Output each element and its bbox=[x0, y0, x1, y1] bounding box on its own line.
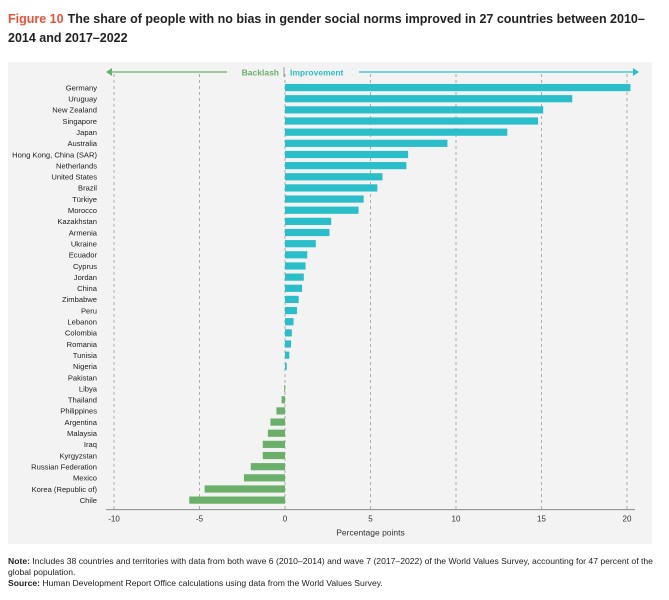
category-label: Singapore bbox=[62, 117, 97, 126]
bar bbox=[285, 184, 378, 192]
category-label: Germany bbox=[66, 83, 97, 92]
bar bbox=[285, 295, 299, 304]
category-label: Brazil bbox=[78, 184, 97, 193]
category-label: Jordan bbox=[74, 273, 97, 282]
bar bbox=[285, 173, 383, 181]
x-tick-label: 10 bbox=[452, 515, 461, 524]
note-label: Note: bbox=[8, 556, 30, 566]
x-tick-label: -5 bbox=[196, 515, 204, 524]
figure-title-text: The share of people with no bias in gend… bbox=[8, 12, 645, 45]
category-label: Türkiye bbox=[72, 195, 97, 204]
x-axis-title: Percentage points bbox=[336, 528, 405, 538]
bar bbox=[285, 329, 292, 337]
category-label: Ecuador bbox=[69, 251, 98, 260]
category-label: Australia bbox=[67, 139, 97, 148]
category-label: Kyrgyzstan bbox=[59, 451, 97, 460]
bar bbox=[285, 351, 290, 359]
bar bbox=[270, 418, 285, 426]
category-label: Chile bbox=[80, 496, 97, 505]
bar bbox=[285, 318, 294, 326]
category-label: China bbox=[77, 284, 98, 293]
category-label: Armenia bbox=[69, 228, 98, 237]
bar bbox=[285, 162, 407, 170]
bar bbox=[189, 496, 285, 504]
bar bbox=[284, 385, 286, 393]
category-label: Hong Kong, China (SAR) bbox=[12, 150, 97, 159]
bar bbox=[267, 429, 285, 437]
bar bbox=[262, 440, 285, 448]
figure-label: Figure 10 bbox=[8, 12, 64, 26]
category-label: Korea (Republic of) bbox=[32, 485, 98, 494]
bar bbox=[285, 106, 544, 114]
bar bbox=[262, 451, 285, 460]
x-tick-label: 0 bbox=[283, 515, 288, 524]
category-label: United States bbox=[51, 173, 97, 182]
bar bbox=[285, 117, 539, 125]
category-label: Netherlands bbox=[56, 161, 97, 170]
x-tick-label: 15 bbox=[537, 515, 546, 524]
bar bbox=[285, 362, 287, 370]
category-label: Japan bbox=[76, 128, 97, 137]
bar bbox=[285, 206, 359, 214]
category-label: Russian Federation bbox=[31, 462, 97, 471]
source-label: Source: bbox=[8, 578, 40, 588]
source-text: Human Development Report Office calculat… bbox=[42, 578, 383, 588]
category-label: Colombia bbox=[65, 329, 98, 338]
category-label: Libya bbox=[79, 384, 98, 393]
category-label: Romania bbox=[67, 340, 98, 349]
category-label: Pakistan bbox=[68, 373, 97, 382]
bar bbox=[285, 150, 409, 159]
category-label: Philippines bbox=[60, 407, 97, 416]
backlash-label: Backlash bbox=[242, 68, 279, 78]
chart-notes: Note: Includes 38 countries and territor… bbox=[8, 556, 658, 589]
improvement-label: Improvement bbox=[290, 68, 344, 78]
category-label: Argentina bbox=[64, 418, 97, 427]
category-label: Malaysia bbox=[67, 429, 98, 438]
bar bbox=[276, 407, 285, 415]
category-label: Mexico bbox=[73, 474, 97, 483]
x-tick-label: -10 bbox=[108, 515, 120, 524]
category-label: Thailand bbox=[68, 396, 97, 405]
category-label: New Zealand bbox=[52, 106, 97, 115]
category-label: Cyprus bbox=[73, 262, 97, 271]
bar bbox=[285, 217, 332, 225]
chart-panel: Backlash Improvement Germany Uruguay New Zea… bbox=[8, 62, 652, 544]
bar-chart: Backlash Improvement Germany Uruguay New Zea… bbox=[12, 67, 639, 538]
x-tick-label: 5 bbox=[368, 515, 373, 524]
bar bbox=[250, 463, 285, 471]
bar bbox=[285, 83, 631, 92]
bar bbox=[285, 273, 304, 281]
note-text: Includes 38 countries and territories wi… bbox=[8, 556, 653, 577]
bar bbox=[285, 262, 306, 270]
category-label: Ukraine bbox=[71, 239, 97, 248]
improvement-arrow-head bbox=[633, 68, 639, 76]
bar bbox=[281, 396, 285, 404]
bar bbox=[285, 240, 316, 248]
category-label: Tunisia bbox=[73, 351, 98, 360]
bar bbox=[285, 228, 330, 237]
category-label: Morocco bbox=[68, 206, 97, 215]
category-label: Uruguay bbox=[68, 95, 97, 104]
source-line: Source: Human Development Report Office … bbox=[8, 578, 658, 589]
bar bbox=[285, 306, 297, 315]
category-label: Kazakhstan bbox=[57, 217, 97, 226]
bar bbox=[285, 139, 448, 147]
bar bbox=[285, 195, 364, 203]
x-tick-label: 20 bbox=[623, 515, 632, 524]
bar bbox=[285, 128, 508, 136]
bar bbox=[285, 251, 308, 259]
backlash-arrow-head bbox=[106, 68, 112, 76]
category-label: Lebanon bbox=[67, 318, 97, 327]
bar bbox=[285, 95, 573, 103]
chart-title: Figure 10 The share of people with no bia… bbox=[8, 10, 658, 48]
bar bbox=[285, 340, 291, 348]
category-label: Iraq bbox=[84, 440, 97, 449]
note-line: Note: Includes 38 countries and territor… bbox=[8, 556, 658, 578]
category-label: Peru bbox=[81, 306, 97, 315]
bar bbox=[285, 284, 303, 292]
category-label: Zimbabwe bbox=[62, 295, 97, 304]
bar bbox=[204, 485, 285, 493]
category-label: Nigeria bbox=[73, 362, 98, 371]
bar bbox=[243, 474, 285, 482]
